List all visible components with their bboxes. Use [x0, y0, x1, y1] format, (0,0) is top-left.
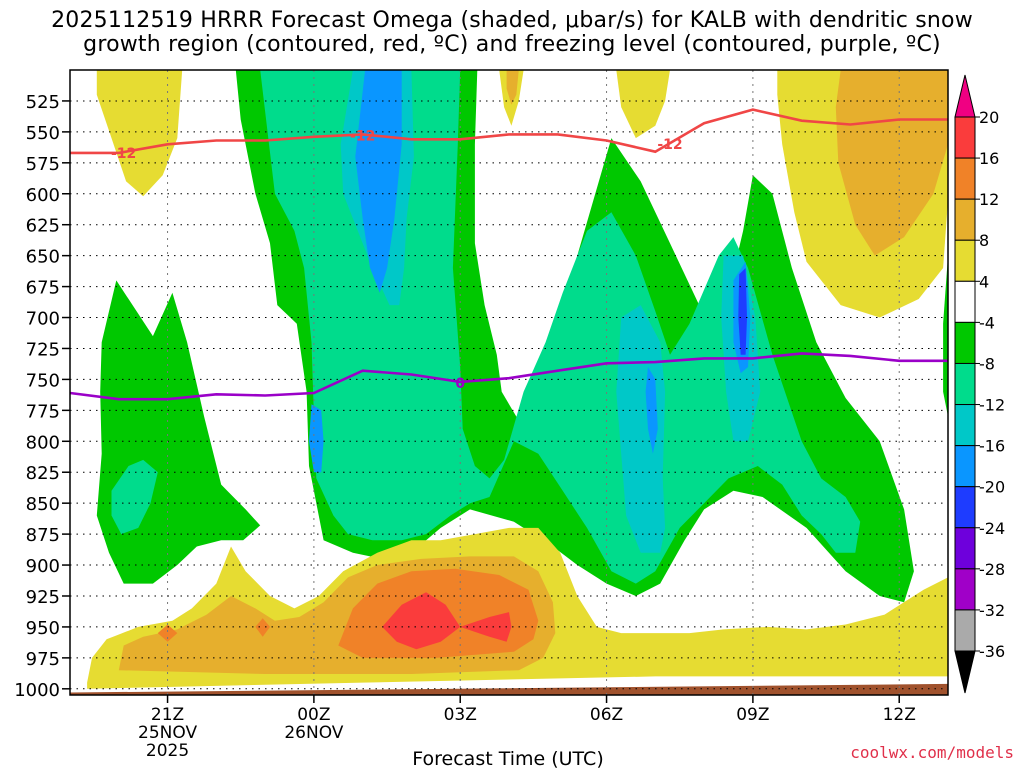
x-tick-label-12Z: 12Z — [883, 705, 916, 725]
omega-region--8_-4-7 — [96, 280, 261, 584]
y-tick-label-750: 750 — [26, 370, 60, 391]
omega-region-ground-26 — [70, 683, 948, 695]
colorbar-label--32: -32 — [979, 601, 1005, 620]
y-tick-label-700: 700 — [26, 309, 60, 330]
contour-layer: -12 -12 -12 0 — [70, 108, 948, 401]
omega-region-4_8-5 — [616, 70, 670, 139]
y-tick-label-675: 675 — [26, 278, 60, 299]
y-tick-label-925: 925 — [26, 587, 60, 608]
colorbar-label-8: 8 — [979, 231, 989, 250]
omega-region-16_20-24 — [382, 592, 461, 650]
dgz-contour-label-2: -12 — [657, 137, 682, 153]
y-tick-label-600: 600 — [26, 185, 60, 206]
freezing-level-contour-label-0: 0 — [455, 376, 465, 392]
chart-title-line-2: growth region (contoured, red, ºC) and f… — [83, 32, 941, 57]
dgz-contour-label-1: -12 — [350, 128, 375, 144]
credit-text: coolwx.com/models — [850, 743, 1014, 762]
y-axis: 525 550 575 600 625 650 675 700 725 750 775 800 825 8… — [14, 92, 70, 701]
omega-region-8_12-2 — [506, 70, 519, 105]
colorbar-label--20: -20 — [979, 478, 1005, 497]
colorbar-label--24: -24 — [979, 519, 1005, 538]
omega-region-16_20-25 — [460, 612, 512, 642]
colorbar-label--36: -36 — [979, 642, 1005, 661]
freezing-level-contour-line — [70, 352, 948, 401]
plot-frame — [69, 69, 949, 696]
omega-region--12_-8-10 — [111, 459, 158, 535]
y-tick-label-650: 650 — [26, 247, 60, 268]
colorbar-label--16: -16 — [979, 437, 1005, 456]
colorbar: 20 16 12 8 4 -4 -8 -12 -16 -20 -24 -28 -32 -36 — [954, 74, 1005, 694]
colorbar-label--8: -8 — [979, 354, 995, 373]
omega-region--8_-4-8 — [943, 255, 948, 417]
colorbar-swatch--20_-16 — [954, 445, 976, 488]
y-tick-label-800: 800 — [26, 432, 60, 453]
colorbar-swatch--24_-20 — [954, 486, 976, 529]
omega-region--20_-16-14 — [355, 70, 402, 293]
y-tick-label-575: 575 — [26, 154, 60, 175]
y-tick-label-975: 975 — [26, 649, 60, 670]
omega-region-12_16-21 — [157, 624, 178, 642]
y-tick-label-875: 875 — [26, 525, 60, 546]
x-tick-label-03Z: 03Z — [444, 705, 477, 725]
omega-region--20_-16-16 — [645, 367, 658, 454]
colorbar-label--28: -28 — [979, 560, 1005, 579]
colorbar-label-20: 20 — [979, 108, 999, 127]
colorbar-label-4: 4 — [979, 272, 989, 291]
colorbar-swatch-4_8 — [954, 239, 976, 282]
y-tick-label-525: 525 — [26, 92, 60, 113]
y-tick-label-625: 625 — [26, 216, 60, 237]
omega-region--12_-8-9 — [260, 70, 861, 584]
colorbar-label-16: 16 — [979, 149, 999, 168]
x-axis-title: Forecast Time (UTC) — [412, 748, 603, 768]
omega-region-12_16-22 — [255, 618, 270, 637]
omega-region--16_-12-12 — [616, 305, 666, 553]
colorbar-swatch-16_20 — [954, 116, 976, 159]
omega-region-4_8-0 — [96, 70, 183, 197]
x-tick-sublabel-26NOV: 26NOV — [284, 723, 343, 743]
y-tick-label-1000: 1000 — [14, 680, 60, 701]
colorbar-swatch--4_4 — [954, 280, 976, 323]
colorbar-swatch--32_-28 — [954, 568, 976, 611]
colorbar-label--12: -12 — [979, 396, 1005, 415]
colorbar-swatch--28_-24 — [954, 527, 976, 570]
omega-region-8_12-4 — [835, 70, 948, 256]
y-tick-label-550: 550 — [26, 123, 60, 144]
y-tick-label-775: 775 — [26, 401, 60, 422]
x-tick-label-00Z: 00Z — [297, 705, 330, 725]
colorbar-swatch--36_-32 — [954, 609, 976, 652]
y-tick-label-900: 900 — [26, 556, 60, 577]
colorbar-swatch--16_-12 — [954, 404, 976, 447]
x-tick-label-21Z: 21Z — [151, 705, 184, 725]
dgz-contour-label-0: -12 — [111, 146, 136, 162]
x-tick-label-09Z: 09Z — [736, 705, 769, 725]
chart-title-line-1: 2025112519 HRRR Forecast Omega (shaded, … — [51, 8, 973, 33]
x-tick-label-06Z: 06Z — [590, 705, 623, 725]
y-tick-label-825: 825 — [26, 463, 60, 484]
colorbar-label--4: -4 — [979, 313, 995, 332]
y-tick-label-725: 725 — [26, 339, 60, 360]
omega-region--20_-16-15 — [309, 404, 324, 473]
colorbar-arrow-top — [954, 74, 976, 118]
colorbar-swatch-12_16 — [954, 157, 976, 200]
x-tick-sublabel-25NOV: 25NOV — [138, 723, 197, 743]
colorbar-swatch-8_12 — [954, 198, 976, 241]
y-tick-label-950: 950 — [26, 618, 60, 639]
x-tick-sublabel-2025: 2025 — [146, 741, 189, 761]
y-tick-label-850: 850 — [26, 494, 60, 515]
omega-shading-layer — [70, 70, 948, 695]
colorbar-arrow-bottom — [954, 650, 976, 694]
dgz-contour-line — [70, 108, 948, 155]
colorbar-label-12: 12 — [979, 190, 999, 209]
colorbar-swatch--8_-4 — [954, 321, 976, 364]
colorbar-swatch--12_-8 — [954, 362, 976, 406]
omega-region--24_-20-18 — [738, 268, 747, 355]
